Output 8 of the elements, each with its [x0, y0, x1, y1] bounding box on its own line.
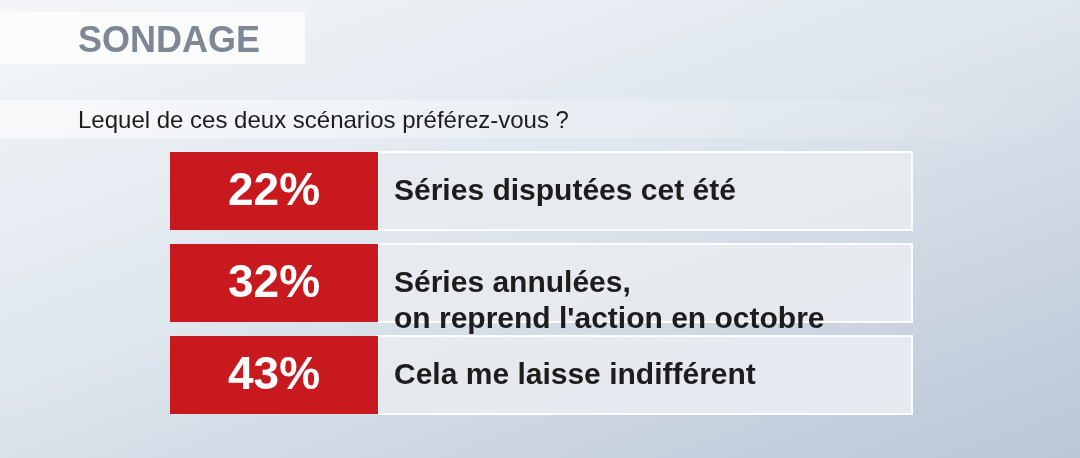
category-label: Séries annulées, on reprend l'action en octobre	[394, 265, 825, 334]
data-label: 32%	[227, 255, 321, 307]
data-label: 22%	[227, 163, 321, 215]
category-label: Cela me laisse indifférent	[394, 357, 756, 390]
data-label: 43%	[227, 347, 321, 399]
text: SONDAGE	[78, 19, 261, 61]
text: Lequel de ces deux scénarios préférez-vous ?	[78, 106, 569, 134]
category-label: Séries disputées cet été	[394, 173, 736, 206]
